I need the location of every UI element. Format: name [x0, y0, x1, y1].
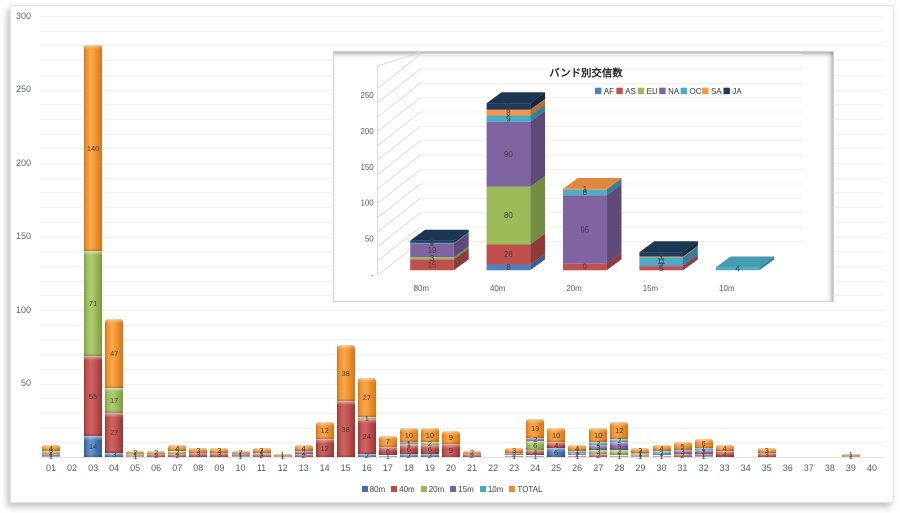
svg-text:1: 1: [583, 185, 588, 194]
svg-text:50: 50: [365, 235, 374, 244]
svg-text:150: 150: [360, 163, 374, 172]
svg-text:3: 3: [430, 238, 435, 247]
svg-text:15: 15: [428, 261, 437, 270]
svg-text:15m: 15m: [643, 284, 659, 293]
svg-text:1: 1: [430, 239, 435, 248]
svg-text:11: 11: [657, 257, 666, 266]
svg-text:NA: NA: [668, 87, 680, 96]
svg-text:10m: 10m: [719, 284, 735, 293]
svg-text:6: 6: [659, 250, 664, 259]
svg-text:AF: AF: [604, 87, 614, 96]
svg-text:4: 4: [735, 265, 740, 274]
svg-text:8: 8: [583, 188, 588, 197]
svg-text:80: 80: [504, 211, 513, 220]
svg-text:20m: 20m: [566, 284, 582, 293]
svg-text:SA: SA: [711, 87, 722, 96]
svg-text:AS: AS: [625, 87, 636, 96]
svg-text:2: 2: [659, 262, 663, 271]
svg-text:EU: EU: [647, 87, 658, 96]
svg-text:80m: 80m: [414, 284, 430, 293]
svg-text:9: 9: [506, 102, 511, 111]
svg-text:3: 3: [430, 254, 435, 263]
svg-text:100: 100: [360, 199, 374, 208]
svg-text:OC: OC: [690, 87, 702, 96]
svg-text:1: 1: [659, 253, 664, 262]
svg-text:95: 95: [580, 225, 589, 234]
svg-text:8: 8: [506, 263, 511, 272]
svg-text:90: 90: [504, 150, 513, 159]
svg-text:バンド別交信数: バンド別交信数: [549, 66, 623, 79]
svg-text:9: 9: [583, 263, 588, 272]
svg-text:5: 5: [659, 264, 664, 273]
svg-text:28: 28: [504, 250, 513, 259]
svg-text:JA: JA: [732, 87, 742, 96]
svg-text:-: -: [371, 271, 374, 280]
svg-text:200: 200: [360, 127, 374, 136]
svg-text:250: 250: [360, 91, 374, 100]
svg-text:40m: 40m: [490, 284, 506, 293]
svg-text:19: 19: [428, 246, 437, 255]
svg-text:9: 9: [506, 114, 511, 123]
svg-text:8: 8: [506, 108, 511, 117]
